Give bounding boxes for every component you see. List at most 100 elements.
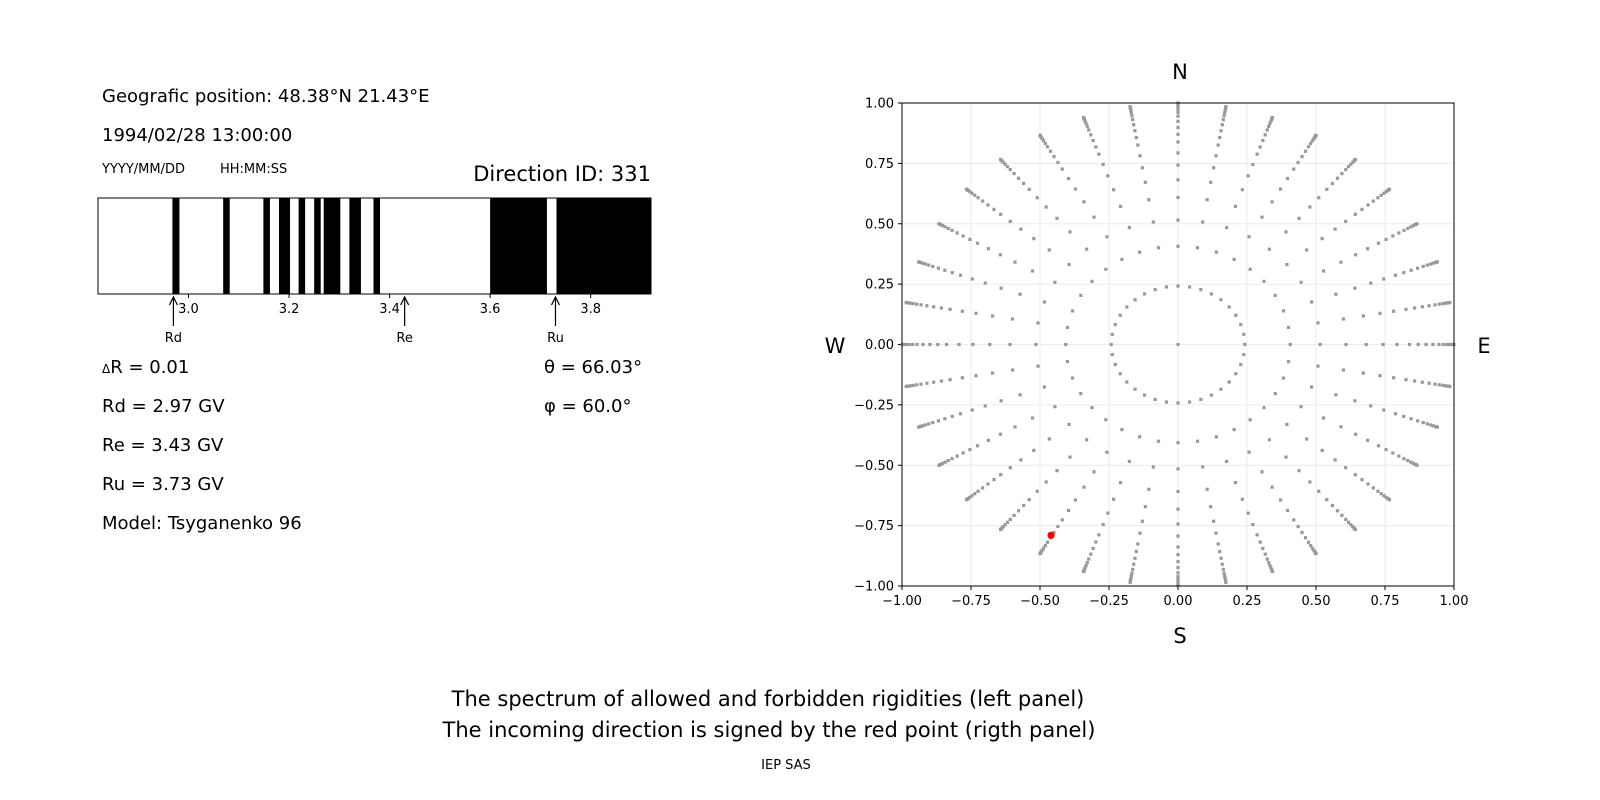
grid-point [1243, 342, 1247, 347]
grid-point [1384, 447, 1388, 452]
grid-point [1371, 199, 1375, 203]
x-tick-label: 3.8 [580, 302, 601, 317]
y-tick-label: −1.00 [854, 580, 894, 595]
grid-point [1232, 427, 1236, 432]
grid-point [1008, 167, 1012, 172]
grid-point [1354, 253, 1358, 257]
grid-point [955, 231, 959, 235]
grid-point [1369, 281, 1373, 285]
grid-point [1416, 266, 1420, 270]
grid-point [1087, 128, 1091, 132]
grid-point [1415, 222, 1419, 226]
x-tick-label: 0.00 [1164, 594, 1193, 609]
geographic-position: Geografic position: 48.38°N 21.43°E [102, 86, 430, 107]
grid-point [1219, 387, 1223, 391]
grid-point [928, 342, 932, 347]
grid-point [1427, 304, 1431, 308]
grid-point [943, 268, 947, 272]
grid-point [1097, 152, 1101, 156]
grid-point [1335, 509, 1340, 513]
grid-point [1284, 230, 1288, 234]
grid-point [1112, 497, 1116, 501]
grid-point [1219, 556, 1223, 560]
grid-point [998, 253, 1002, 257]
grid-point [1416, 419, 1420, 423]
grid-point [968, 190, 972, 194]
grid-point [1079, 392, 1083, 396]
grid-point [1008, 219, 1012, 223]
grid-point [1104, 418, 1108, 422]
grid-point [931, 264, 935, 269]
grid-point [1225, 226, 1229, 230]
grid-point [1379, 193, 1383, 197]
grid-point [1008, 466, 1012, 470]
grid-point [1136, 542, 1140, 546]
grid-point [1032, 237, 1036, 241]
grid-point [1176, 110, 1180, 114]
grid-point [1047, 248, 1051, 252]
grid-point [1239, 322, 1243, 327]
grid-point [1003, 523, 1007, 527]
grid-point [1018, 292, 1022, 296]
grid-point [1209, 393, 1213, 397]
grid-point [986, 203, 990, 207]
grid-point [1407, 342, 1412, 347]
grid-point [943, 460, 947, 464]
grid-point [1199, 287, 1203, 292]
grid-point [1420, 305, 1424, 309]
grid-point [1435, 260, 1439, 264]
grid-point [1335, 176, 1340, 180]
grid-point [1176, 105, 1180, 109]
grid-point [1364, 342, 1368, 347]
grid-point [1421, 420, 1425, 425]
grid-point [1248, 418, 1252, 422]
grid-point [1239, 362, 1243, 367]
grid-point [1120, 257, 1124, 262]
grid-point [1376, 196, 1380, 200]
x-tick-label: −1.00 [882, 594, 922, 609]
grid-point [919, 382, 923, 386]
grid-point [1134, 549, 1138, 554]
grid-point [1248, 267, 1252, 271]
grid-point [1420, 380, 1424, 384]
grid-point [1195, 246, 1200, 250]
grid-point [1120, 427, 1124, 432]
grid-point [1382, 277, 1386, 281]
grid-point [1288, 342, 1292, 347]
grid-point [971, 342, 975, 347]
grid-point [1176, 163, 1180, 167]
grid-point [1089, 552, 1093, 556]
grid-point [1127, 459, 1131, 463]
grid-point [1285, 262, 1289, 267]
rd-value: Rd = 2.97 GV [102, 396, 225, 417]
grid-point [1106, 511, 1110, 515]
grid-point [970, 277, 974, 281]
grid-point [944, 342, 949, 347]
grid-point [1176, 343, 1180, 346]
grid-point [1110, 353, 1114, 357]
grid-point [1156, 246, 1161, 250]
grid-point [983, 404, 987, 408]
grid-point [1082, 485, 1086, 489]
grid-point [1005, 165, 1010, 169]
grid-point [1431, 261, 1436, 265]
grid-point [1339, 425, 1343, 429]
grid-point [920, 424, 925, 428]
grid-point [970, 191, 974, 195]
grid-point [1219, 129, 1223, 133]
grid-point [1187, 400, 1192, 404]
grid-point [958, 273, 963, 277]
grid-point [1309, 385, 1314, 389]
grid-point [1233, 481, 1238, 485]
grid-point [1247, 235, 1251, 239]
grid-point [1176, 114, 1180, 118]
grid-point [1140, 519, 1144, 523]
grid-point [1216, 143, 1220, 147]
grid-point [1067, 262, 1071, 267]
grid-point [1303, 536, 1308, 540]
grid-point [1133, 129, 1137, 133]
grid-point [1176, 545, 1180, 549]
grid-point [1151, 465, 1155, 469]
grid-point [1214, 435, 1218, 439]
grid-point [1382, 191, 1386, 195]
